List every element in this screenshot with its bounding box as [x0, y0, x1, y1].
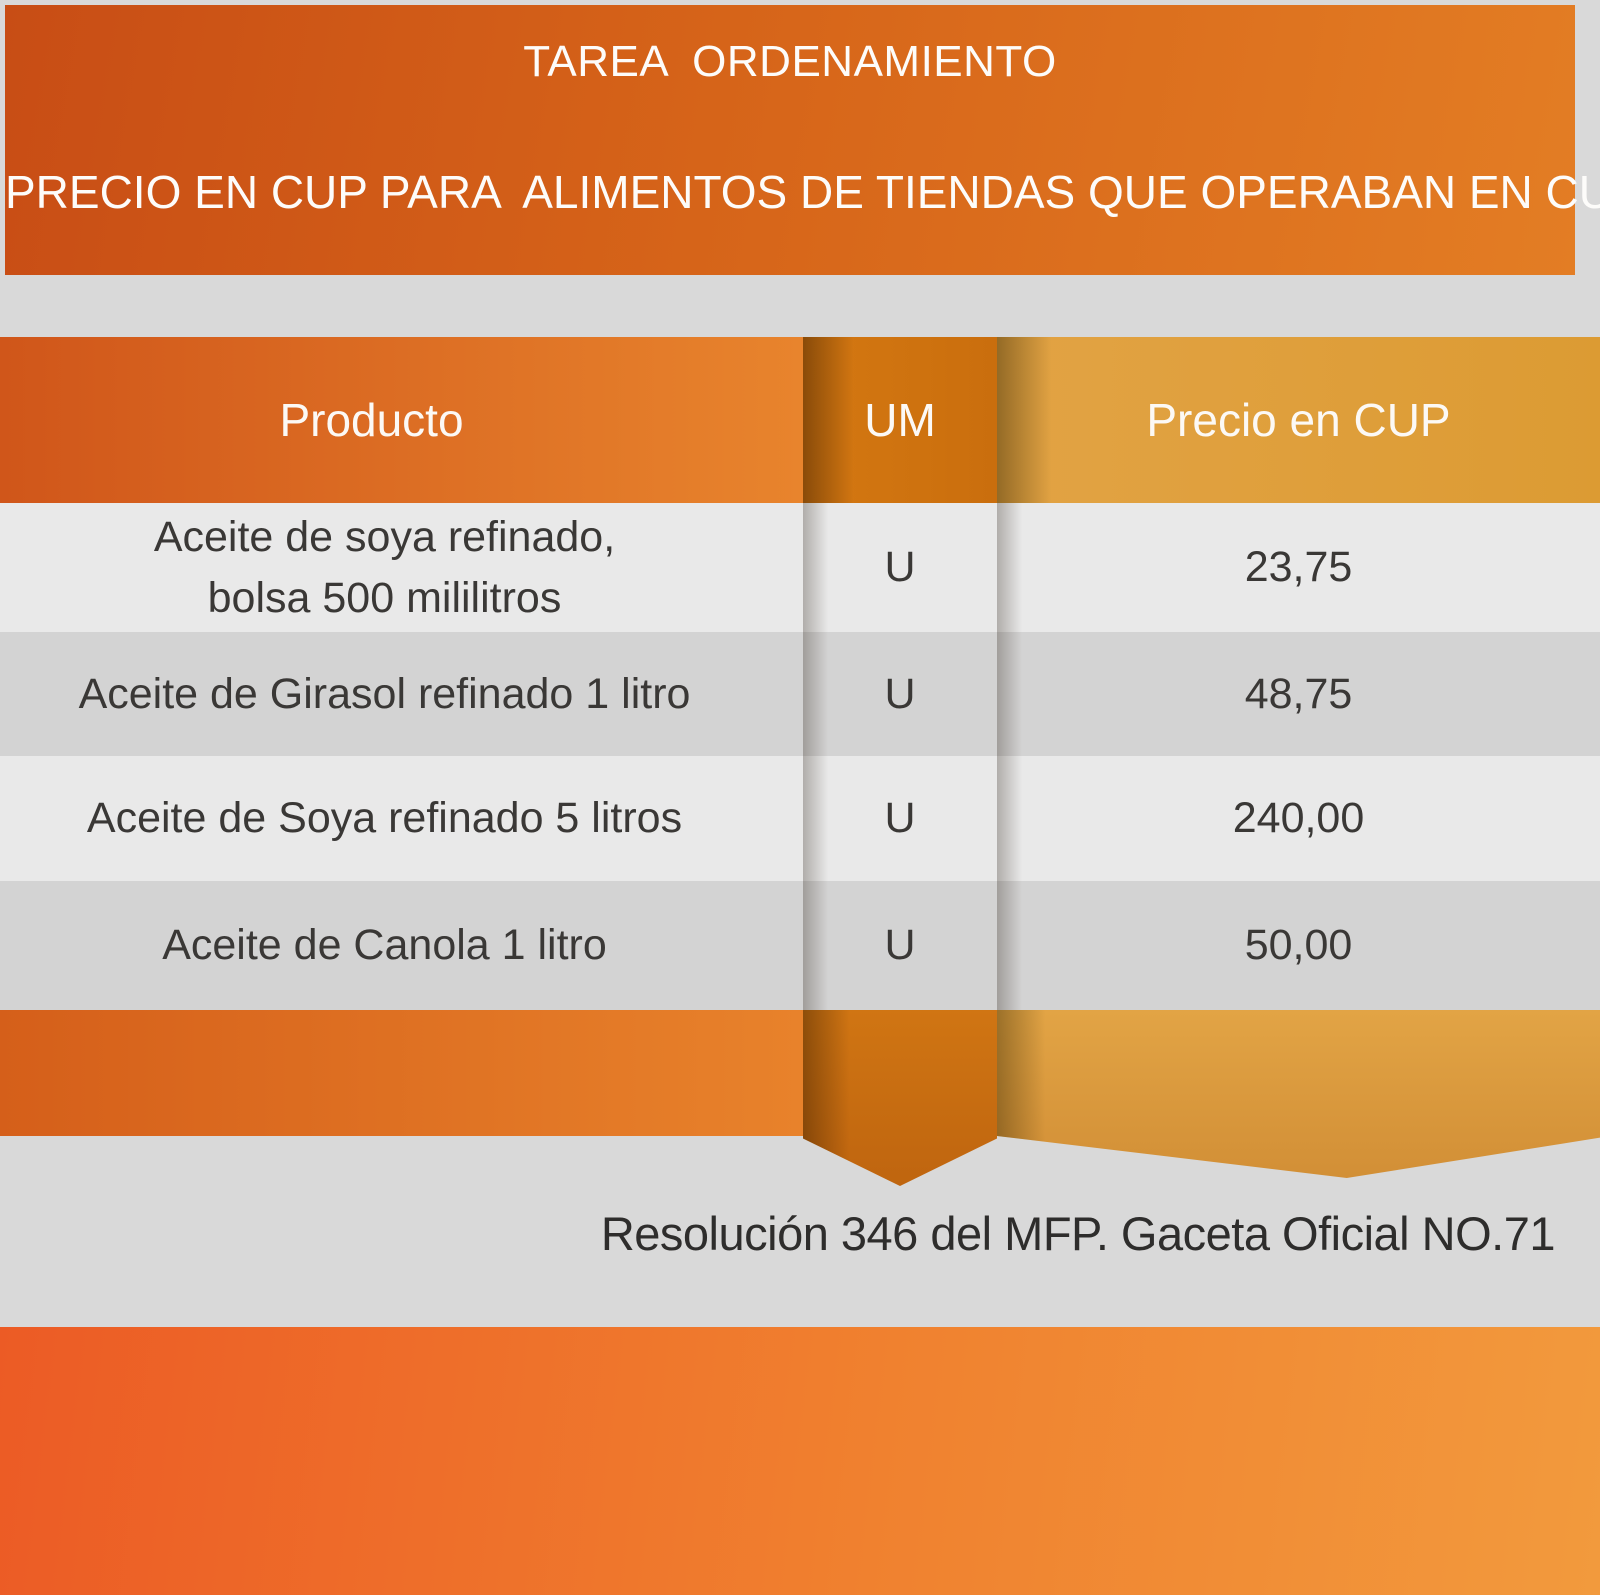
column-header-um: UM	[803, 337, 997, 503]
um-cell: U	[884, 794, 916, 842]
resolution-note: Resolución 346 del MFP. Gaceta Oficial N…	[600, 1207, 1556, 1260]
table-row: Aceite de Canola 1 litro U 50,00	[0, 881, 1600, 1010]
top-banner: TAREA ORDENAMIENTO PRECIO EN CUP PARA AL…	[5, 5, 1600, 275]
um-ribbon-tail	[803, 1010, 997, 1186]
price-cell: 23,75	[1244, 543, 1353, 591]
price-cell: 240,00	[1232, 794, 1365, 842]
um-cell: U	[884, 669, 916, 718]
footer: CIMEX CUBA Coorporacón CIMEX SA oficial	[0, 1327, 1600, 1595]
um-ribbon-shadow	[803, 503, 831, 1010]
banner-title: TAREA ORDENAMIENTO	[523, 37, 1057, 86]
table-row: Aceite de soya refinado, bolsa 500 milil…	[0, 503, 1600, 632]
product-cell: Aceite de Soya refinado 5 litros	[86, 794, 683, 843]
precio-ribbon-shadow	[997, 503, 1025, 1010]
table-row: Aceite de Soya refinado 5 litros U 240,0…	[0, 756, 1600, 881]
banner-subtitle: PRECIO EN CUP PARA ALIMENTOS DE TIENDAS …	[5, 166, 1600, 218]
product-cell: Aceite de soya refinado, bolsa 500 milil…	[153, 513, 616, 622]
price-cell: 48,75	[1244, 669, 1353, 718]
product-cell: Aceite de Girasol refinado 1 litro	[78, 669, 691, 718]
um-cell: U	[884, 543, 916, 591]
bottom-orange-band	[0, 1010, 803, 1136]
product-cell: Aceite de Canola 1 litro	[162, 921, 607, 970]
column-header-producto: Producto	[0, 337, 803, 503]
precio-ribbon-tail	[997, 1010, 1600, 1178]
column-header-precio: Precio en CUP	[997, 337, 1600, 503]
table-row: Aceite de Girasol refinado 1 litro U 48,…	[0, 632, 1600, 756]
um-cell: U	[884, 921, 916, 969]
price-cell: 50,00	[1244, 921, 1353, 969]
table-header: Producto UM Precio en CUP	[0, 337, 1600, 503]
